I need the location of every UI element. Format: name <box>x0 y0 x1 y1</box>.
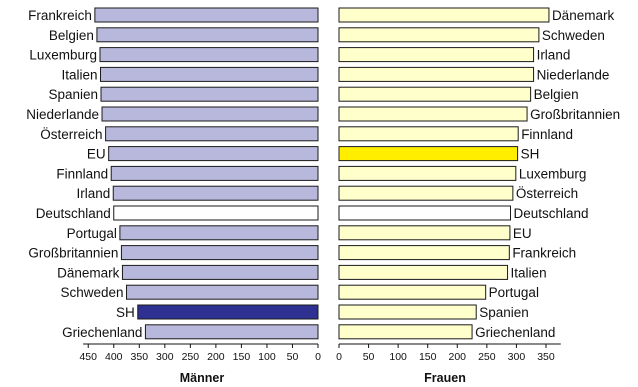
x-axis-title-maenner: Männer <box>180 371 225 385</box>
bar-maenner-12 <box>120 245 319 261</box>
bar-maenner-3 <box>99 66 319 82</box>
bar-frauen-2 <box>338 47 535 63</box>
bar-frauen-9 <box>338 185 514 201</box>
x-tick-label-frauen-6: 300 <box>508 351 526 363</box>
x-tick-label-frauen-2: 100 <box>389 351 407 363</box>
bar-maenner-9 <box>112 185 319 201</box>
bar-label-frauen-14: Portugal <box>489 285 539 300</box>
bar-frauen-12 <box>338 245 510 261</box>
bar-maenner-0 <box>94 7 319 23</box>
bar-frauen-6 <box>338 126 519 142</box>
bar-label-maenner-7: EU <box>87 147 106 162</box>
bar-label-frauen-16: Griechenland <box>475 325 555 340</box>
bar-label-maenner-2: Luxemburg <box>29 48 97 63</box>
bar-label-frauen-13: Italien <box>511 265 547 280</box>
bar-label-frauen-4: Belgien <box>534 87 579 102</box>
bar-maenner-2 <box>99 47 319 63</box>
bar-label-maenner-12: Großbritannien <box>28 246 118 261</box>
x-tick-label-maenner-7: 100 <box>258 351 276 363</box>
bar-label-frauen-3: Niederlande <box>537 67 610 82</box>
bar-label-frauen-2: Irland <box>537 48 571 63</box>
bar-frauen-7 <box>338 146 519 162</box>
bar-maenner-7 <box>108 146 319 162</box>
bar-maenner-8 <box>110 165 319 181</box>
bar-label-frauen-11: EU <box>513 226 532 241</box>
bar-label-frauen-6: Finnland <box>521 127 573 142</box>
bar-maenner-14 <box>126 284 319 300</box>
bar-maenner-13 <box>121 264 319 280</box>
x-tick-label-frauen-4: 200 <box>449 351 467 363</box>
bar-frauen-3 <box>338 66 535 82</box>
bar-maenner-5 <box>101 106 319 122</box>
bar-maenner-15 <box>137 304 319 320</box>
x-tick-label-frauen-3: 150 <box>419 351 437 363</box>
x-tick-label-maenner-3: 300 <box>156 351 174 363</box>
bar-maenner-1 <box>96 27 319 43</box>
bar-label-maenner-11: Portugal <box>67 226 117 241</box>
bar-label-frauen-12: Frankreich <box>512 246 576 261</box>
bar-frauen-5 <box>338 106 528 122</box>
bar-label-frauen-5: Großbritannien <box>530 107 620 122</box>
bar-frauen-16 <box>338 324 473 340</box>
bar-label-maenner-13: Dänemark <box>57 265 120 280</box>
bar-frauen-10 <box>338 205 512 221</box>
x-tick-label-maenner-4: 250 <box>182 351 200 363</box>
bar-label-maenner-15: SH <box>116 305 135 320</box>
bar-label-maenner-1: Belgien <box>49 28 94 43</box>
bar-maenner-10 <box>113 205 319 221</box>
x-tick-label-frauen-7: 350 <box>537 351 555 363</box>
bar-label-maenner-10: Deutschland <box>36 206 111 221</box>
bar-maenner-6 <box>105 126 319 142</box>
bar-maenner-16 <box>144 324 319 340</box>
bar-maenner-4 <box>100 86 319 102</box>
bar-maenner-11 <box>119 225 319 241</box>
bar-label-maenner-0: Frankreich <box>28 8 92 23</box>
x-tick-label-maenner-5: 200 <box>207 351 225 363</box>
x-tick-label-maenner-0: 450 <box>79 351 97 363</box>
bar-label-frauen-8: Luxemburg <box>519 166 587 181</box>
bar-frauen-8 <box>338 165 517 181</box>
bar-label-maenner-6: Österreich <box>40 127 102 142</box>
x-axis-title-frauen: Frauen <box>424 371 466 385</box>
bar-frauen-0 <box>338 7 550 23</box>
bar-frauen-4 <box>338 86 532 102</box>
bar-frauen-15 <box>338 304 477 320</box>
bar-frauen-1 <box>338 27 540 43</box>
bar-label-frauen-0: Dänemark <box>552 8 615 23</box>
bar-frauen-11 <box>338 225 511 241</box>
x-tick-label-frauen-1: 50 <box>363 351 375 363</box>
x-tick-label-frauen-5: 250 <box>478 351 496 363</box>
bar-label-maenner-3: Italien <box>61 67 97 82</box>
x-tick-label-maenner-9: 0 <box>315 351 321 363</box>
x-tick-label-maenner-6: 150 <box>233 351 251 363</box>
bar-frauen-13 <box>338 264 509 280</box>
x-tick-label-maenner-8: 50 <box>287 351 299 363</box>
bar-label-frauen-10: Deutschland <box>514 206 589 221</box>
bar-label-maenner-14: Schweden <box>60 285 123 300</box>
bar-label-maenner-4: Spanien <box>48 87 98 102</box>
bar-label-maenner-16: Griechenland <box>62 325 142 340</box>
bar-label-frauen-7: SH <box>521 147 540 162</box>
bar-frauen-14 <box>338 284 487 300</box>
bar-label-frauen-1: Schweden <box>542 28 605 43</box>
bar-label-maenner-9: Irland <box>76 186 110 201</box>
x-tick-label-maenner-2: 350 <box>131 351 149 363</box>
x-tick-label-frauen-0: 0 <box>336 351 342 363</box>
bar-label-maenner-8: Finnland <box>56 166 108 181</box>
x-tick-label-maenner-1: 400 <box>105 351 123 363</box>
bar-label-maenner-5: Niederlande <box>26 107 99 122</box>
bar-label-frauen-15: Spanien <box>479 305 529 320</box>
bar-label-frauen-9: Österreich <box>516 186 578 201</box>
